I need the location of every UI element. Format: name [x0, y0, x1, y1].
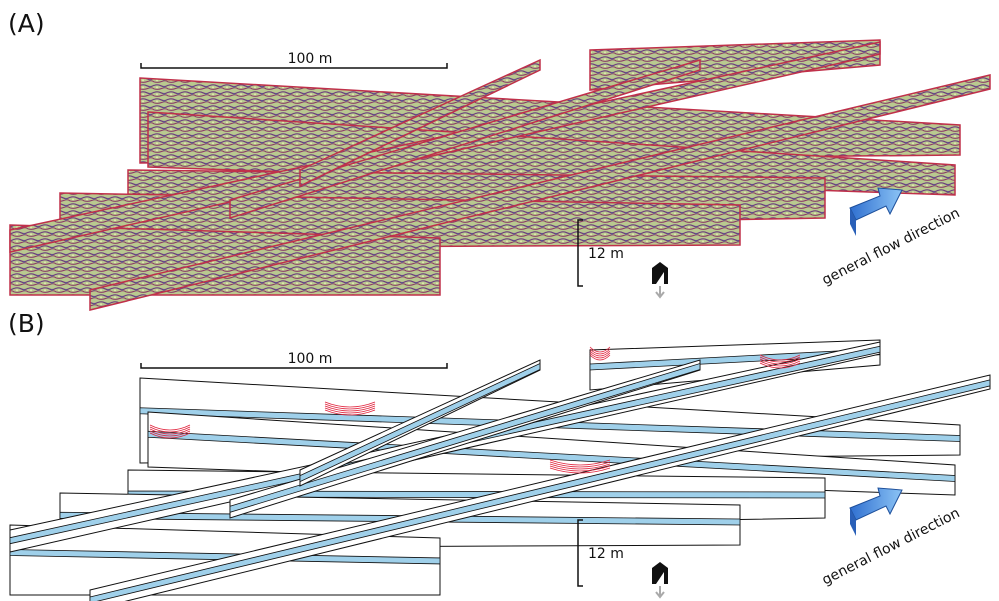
panel-label: (B) — [8, 309, 45, 338]
scale-bar-label: 100 m — [288, 51, 333, 67]
panel-a: (A) 100 m 12 m general flow direction — [8, 9, 990, 310]
flow-arrow — [850, 488, 902, 520]
flow-label: general flow direction — [820, 205, 963, 288]
panel-b: (B) 100 m 12 m general flow direction — [8, 309, 990, 601]
flow-label: general flow direction — [820, 505, 963, 588]
depth-bar-label: 12 m — [588, 246, 624, 262]
north-arrow-tail — [656, 286, 664, 297]
depth-bar-label: 12 m — [588, 546, 624, 562]
north-arrow — [652, 562, 668, 584]
figure: (A) 100 m 12 m general flow direction (B) 10… — [0, 0, 999, 601]
north-arrow — [652, 262, 668, 284]
panel-label: (A) — [8, 9, 45, 38]
north-arrow-tail — [656, 586, 664, 597]
scale-bar-label: 100 m — [288, 351, 333, 367]
